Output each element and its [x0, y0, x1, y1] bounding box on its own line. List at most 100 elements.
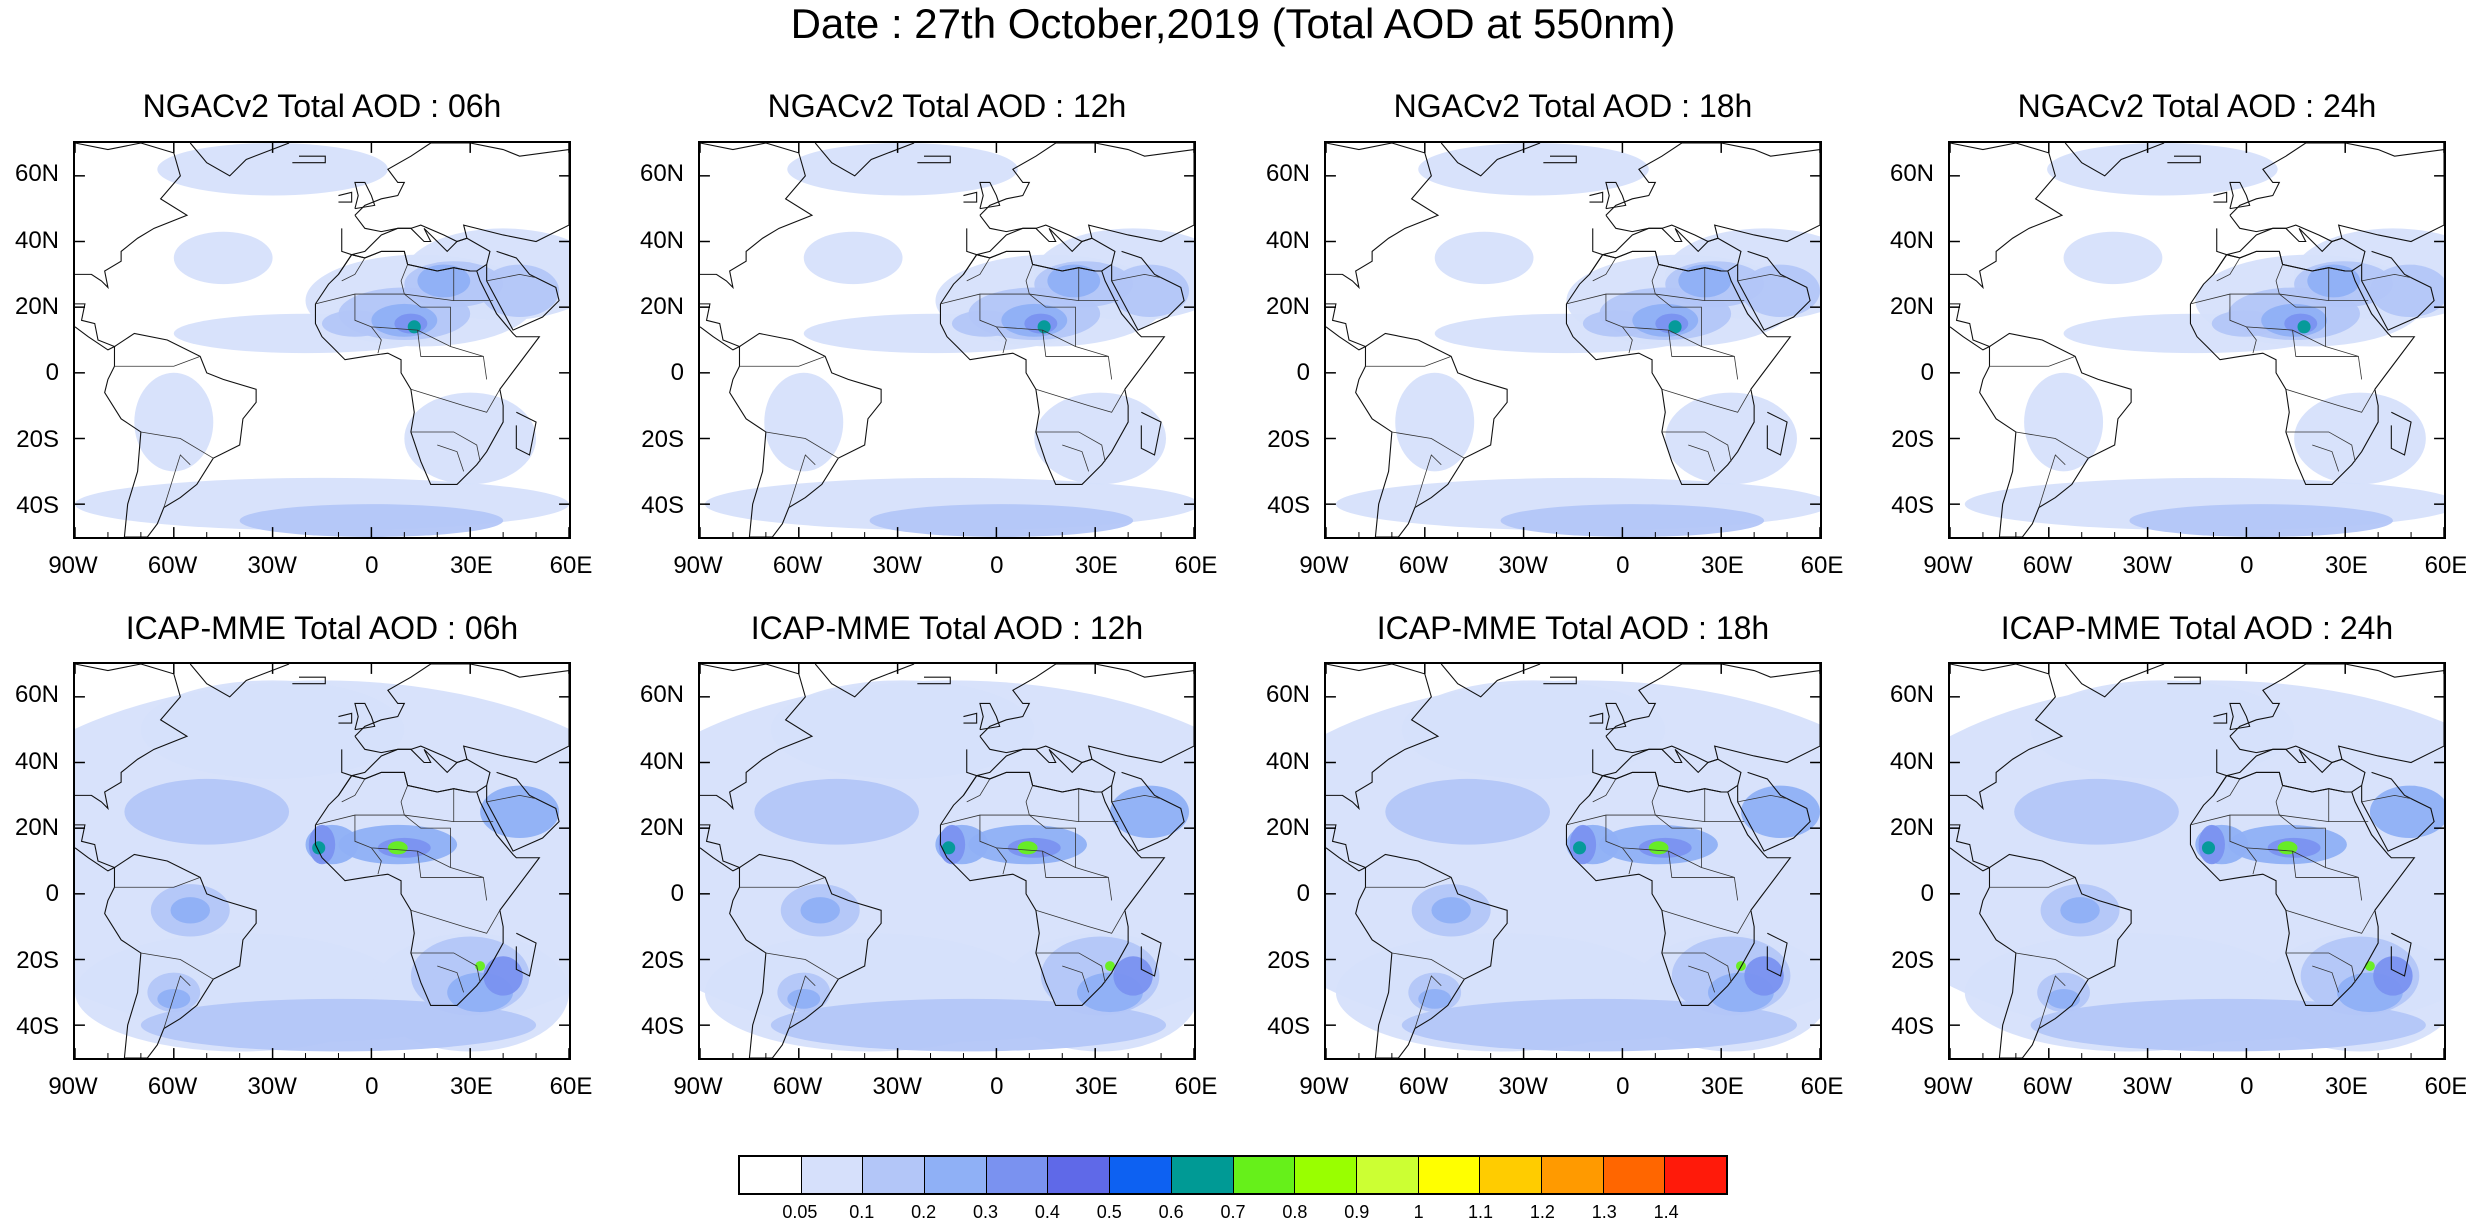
- colorbar-label: 0.9: [1344, 1202, 1370, 1222]
- lon-tick-label: 30E: [1075, 1073, 1118, 1100]
- aod-patch: [2024, 372, 2104, 472]
- panel-title: ICAP-MME Total AOD : 18h: [1376, 610, 1770, 646]
- country-border: [2361, 273, 2412, 282]
- lat-tick-label: 60N: [14, 681, 59, 709]
- aod-patch: [2297, 320, 2311, 334]
- country-border: [2015, 431, 2089, 459]
- country-border: [410, 952, 481, 983]
- aod-patch: [1047, 264, 1101, 298]
- country-border: [966, 257, 991, 282]
- country-border: [979, 294, 1109, 357]
- aod-patch: [1434, 231, 1534, 285]
- country-border: [739, 877, 826, 888]
- country-border: [1605, 815, 1735, 878]
- country-border: [1661, 909, 1752, 934]
- country-border: [1989, 877, 2076, 888]
- coastline: [1440, 143, 1541, 177]
- coastline: [189, 143, 290, 177]
- country-border: [1062, 444, 1090, 472]
- country-border: [1042, 851, 1113, 901]
- colorbar-swatch: [986, 1157, 1049, 1193]
- lat-tick-label: 0: [1296, 880, 1310, 908]
- aod-map: [698, 662, 1196, 1060]
- lon-tick-label: 60W: [147, 552, 198, 579]
- aod-patch: [2030, 998, 2426, 1052]
- country-border: [2246, 326, 2257, 354]
- lon-tick-label: 0: [365, 1073, 379, 1100]
- coastline: [1355, 332, 1508, 537]
- country-border: [2285, 952, 2356, 983]
- lat-tick-label: 60N: [1889, 160, 1934, 188]
- aod-patch: [157, 989, 191, 1009]
- lon-tick-label: 60E: [1174, 552, 1218, 579]
- country-border: [1029, 293, 1076, 347]
- coastline: [75, 824, 116, 872]
- coastline: [2229, 664, 2444, 764]
- country-border: [437, 965, 465, 993]
- country-border: [354, 815, 484, 878]
- colorbar-label: 0.6: [1158, 1202, 1184, 1222]
- panel-title: NGACv2 Total AOD : 06h: [142, 88, 502, 124]
- lat-tick-label: 20N: [1889, 292, 1934, 320]
- coastline: [515, 411, 537, 456]
- country-border: [163, 454, 191, 508]
- coastline: [1766, 411, 1788, 456]
- aod-patch: [1017, 841, 1038, 855]
- country-border: [486, 273, 537, 282]
- coastline: [104, 853, 257, 1058]
- coastline: [292, 676, 326, 685]
- country-border: [979, 815, 1109, 878]
- lon-tick-label: 60W: [2022, 1073, 2073, 1100]
- country-border: [2229, 294, 2359, 357]
- country-border: [1035, 909, 1126, 934]
- aod-patch: [157, 143, 388, 196]
- coastline: [979, 181, 1001, 210]
- coastline: [979, 702, 1001, 731]
- colorbar-swatch: [740, 1157, 802, 1193]
- colorbar-label: 0.3: [972, 1202, 999, 1222]
- country-border: [1029, 814, 1076, 868]
- aod-patch: [2201, 841, 2216, 855]
- colorbar-label: 1.1: [1467, 1202, 1494, 1222]
- coastline: [2390, 411, 2412, 456]
- lat-tick-label: 40S: [1267, 1012, 1310, 1040]
- aod-map: [698, 141, 1196, 539]
- colorbar-swatch: [1480, 1157, 1542, 1193]
- country-border: [1668, 330, 1739, 380]
- country-border: [2279, 814, 2326, 868]
- aod-patch: [2364, 961, 2375, 971]
- aod-patch: [942, 841, 956, 855]
- lat-tick-label: 20N: [14, 292, 59, 320]
- aod-patch: [1500, 504, 1765, 537]
- colorbar-swatch: [925, 1157, 987, 1193]
- country-border: [1989, 356, 2076, 367]
- coastline: [700, 824, 741, 872]
- panel-title: NGACv2 Total AOD : 24h: [2017, 88, 2377, 124]
- aod-patch: [764, 372, 844, 472]
- country-border: [410, 431, 481, 462]
- figure-title: Date : 27th October,2019 (Total AOD at 5…: [790, 0, 1676, 47]
- aod-patch: [869, 504, 1134, 537]
- coastline: [515, 932, 537, 977]
- colorbar-swatch: [1233, 1157, 1296, 1193]
- lat-tick-label: 20S: [641, 946, 684, 974]
- lat-tick-label: 20S: [641, 425, 684, 453]
- lat-tick-label: 0: [45, 359, 59, 387]
- aod-patch: [480, 785, 560, 839]
- panel-title: NGACv2 Total AOD : 12h: [767, 88, 1127, 124]
- colorbar-swatch: [1110, 1157, 1172, 1193]
- country-border: [2292, 851, 2363, 901]
- aod-patch: [1648, 841, 1669, 855]
- colorbar-swatch: [1665, 1157, 1726, 1193]
- lon-tick-label: 30W: [872, 552, 922, 579]
- lon-tick-label: 60W: [147, 1073, 198, 1100]
- colorbar-swatch: [1356, 1157, 1419, 1193]
- aod-patch: [173, 231, 273, 285]
- country-border: [1414, 975, 1442, 1029]
- coastline: [1543, 676, 1577, 685]
- aod-patch: [2030, 680, 2295, 779]
- aod-patch: [1418, 143, 1649, 196]
- country-border: [1655, 293, 1702, 347]
- coastline: [2213, 191, 2228, 203]
- aod-patch: [140, 998, 537, 1052]
